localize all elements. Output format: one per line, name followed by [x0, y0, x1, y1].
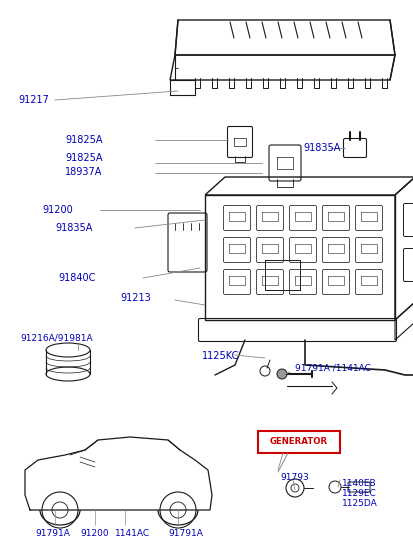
Text: 1125KC: 1125KC [202, 351, 239, 361]
Text: 91835A: 91835A [55, 223, 92, 233]
Text: 18937A: 18937A [65, 167, 102, 177]
Text: 91213: 91213 [120, 293, 150, 303]
Text: 1129EC: 1129EC [341, 489, 376, 497]
Text: 91825A: 91825A [65, 153, 102, 163]
Text: 91791A /1141AC: 91791A /1141AC [294, 364, 370, 372]
Text: 91200: 91200 [42, 205, 73, 215]
Text: 1141AC: 1141AC [115, 529, 150, 537]
Text: 91825A: 91825A [65, 135, 102, 145]
Text: 1140EB: 1140EB [341, 478, 376, 488]
Text: 91217: 91217 [18, 95, 49, 105]
Text: GENERATOR: GENERATOR [269, 437, 327, 447]
Text: 91835A: 91835A [302, 143, 339, 153]
Text: 91793: 91793 [279, 473, 308, 483]
Text: 91840C: 91840C [58, 273, 95, 283]
Text: 91216A/91981A: 91216A/91981A [20, 334, 93, 342]
Text: 91791A: 91791A [168, 529, 202, 537]
Circle shape [276, 369, 286, 379]
Text: 91200: 91200 [80, 529, 108, 537]
Text: 1125DA: 1125DA [341, 498, 377, 507]
Text: 91791A: 91791A [35, 529, 70, 537]
